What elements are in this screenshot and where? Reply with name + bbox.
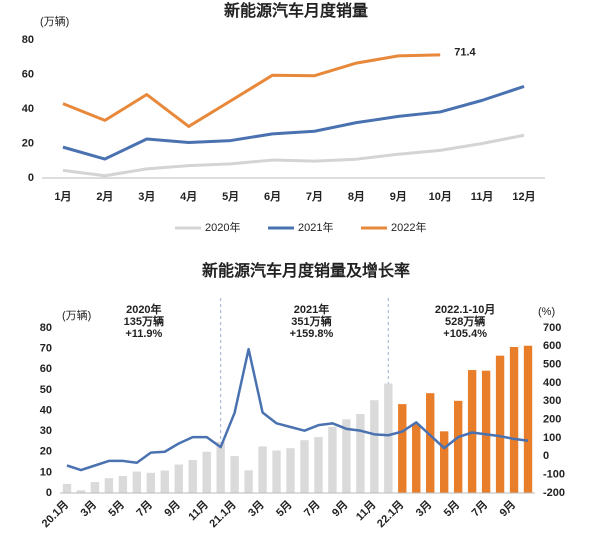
data-label: 71.4: [454, 47, 476, 59]
bar: [76, 490, 86, 493]
x-tick-label: 11月: [471, 190, 494, 203]
y-tick-label: 0: [46, 487, 52, 499]
x-tick-label: 9月: [390, 190, 407, 203]
bar: [272, 450, 281, 493]
y-tick-label: 60: [22, 68, 34, 80]
y2-tick-label: -100: [543, 469, 565, 481]
y2-axis-label: (%): [538, 306, 555, 318]
y-tick-label: 50: [40, 384, 52, 396]
bar: [174, 464, 183, 493]
bar: [104, 478, 114, 493]
y-tick-label: 20: [22, 137, 34, 149]
y-tick-label: 80: [22, 34, 34, 46]
bar: [328, 426, 337, 493]
annotation: +11.9%: [125, 328, 162, 340]
bar: [188, 460, 197, 493]
bar: [356, 414, 365, 493]
y-tick-label: 70: [40, 343, 52, 355]
bar: [453, 400, 463, 493]
line: [62, 53, 441, 128]
y-axis-label: (万辆): [40, 14, 69, 28]
bar: [426, 393, 435, 493]
line: [62, 84, 525, 161]
chart-title: 新能源汽车月度销量及增长率: [202, 261, 410, 280]
y-tick-label: 30: [40, 425, 52, 437]
bar: [384, 383, 393, 493]
bar: [314, 437, 323, 493]
bar: [244, 470, 253, 493]
bar: [342, 419, 351, 493]
y2-tick-label: 700: [543, 322, 561, 334]
x-tick-label: 6月: [264, 190, 281, 203]
y2-tick-label: -200: [543, 487, 565, 499]
bar: [398, 404, 407, 493]
annotation: 135万辆: [124, 314, 164, 328]
bar: [258, 446, 267, 493]
y2-tick-label: 200: [543, 414, 561, 426]
y-tick-label: 20: [40, 446, 52, 458]
bar: [440, 431, 449, 493]
bar: [300, 440, 309, 493]
bar: [523, 345, 533, 493]
bar: [286, 448, 295, 493]
x-tick-label: 8月: [348, 190, 365, 203]
bar: [118, 476, 128, 493]
annotation: 2022.1-10月: [435, 303, 496, 316]
x-tick-label: 3月: [138, 190, 155, 203]
y-tick-label: 40: [22, 103, 34, 115]
annotation: 2020年: [126, 302, 161, 316]
y2-tick-label: 0: [543, 450, 549, 462]
x-tick-label: 2月: [96, 190, 113, 203]
bar: [216, 441, 225, 493]
annotation: 351万辆: [291, 314, 331, 328]
bar: [160, 470, 169, 493]
x-tick-label: 5月: [222, 190, 239, 203]
y2-tick-label: 100: [543, 432, 561, 444]
bar: [62, 483, 72, 493]
y-tick-label: 80: [40, 322, 52, 334]
line: [66, 347, 529, 472]
legend-label: 2020年: [205, 220, 240, 234]
x-tick-label: 12月: [512, 190, 535, 203]
bar: [202, 451, 211, 493]
y2-tick-label: 600: [543, 340, 561, 352]
annotation: 2021年: [294, 302, 329, 316]
x-tick-label: 1月: [54, 190, 71, 203]
bar: [509, 346, 519, 493]
bar: [132, 471, 142, 493]
annotation: 528万辆: [445, 314, 485, 328]
chart-title: 新能源汽车月度销量: [224, 1, 368, 20]
y-tick-label: 60: [40, 363, 52, 375]
y2-tick-label: 500: [543, 359, 561, 371]
legend-label: 2021年: [298, 220, 333, 234]
line: [62, 133, 525, 178]
y-axis-label: (万辆): [62, 308, 91, 322]
bar: [230, 456, 239, 493]
y2-tick-label: 400: [543, 377, 561, 389]
x-tick-label: 4月: [180, 190, 197, 203]
bar: [412, 424, 421, 493]
y-tick-label: 0: [28, 172, 34, 184]
y2-tick-label: 300: [543, 395, 561, 407]
annotation: +159.8%: [290, 328, 334, 340]
bar: [481, 370, 491, 493]
y-tick-label: 40: [40, 404, 52, 416]
bar: [370, 400, 379, 493]
bar: [90, 482, 100, 493]
x-tick-label: 10月: [429, 190, 452, 203]
y-tick-label: 10: [40, 466, 52, 478]
bar: [495, 355, 505, 493]
annotation: +105.4%: [443, 328, 487, 340]
bar: [146, 472, 155, 493]
x-tick-label: 7月: [306, 190, 323, 203]
legend-label: 2022年: [391, 220, 426, 234]
